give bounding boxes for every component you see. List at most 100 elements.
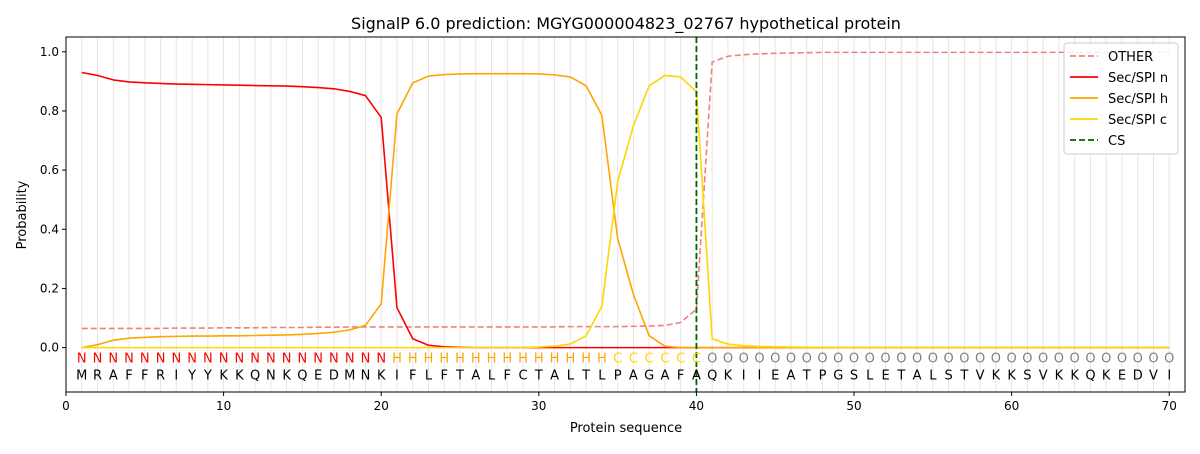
region-label: H bbox=[455, 351, 465, 366]
plot-frame bbox=[65, 36, 1186, 393]
residue-label: P bbox=[614, 369, 622, 384]
residue-label: R bbox=[93, 369, 102, 384]
region-label: O bbox=[739, 351, 749, 366]
region-label: H bbox=[534, 351, 544, 366]
residue-label: S bbox=[944, 369, 952, 384]
residue-label: I bbox=[1167, 369, 1171, 384]
residue-label: L bbox=[598, 369, 606, 384]
region-label: C bbox=[676, 351, 685, 366]
legend: OTHER Sec/SPI n Sec/SPI h Sec/SPI c CS bbox=[1063, 42, 1179, 155]
region-label: H bbox=[518, 351, 528, 366]
region-label: O bbox=[1133, 351, 1143, 366]
region-label: O bbox=[1148, 351, 1158, 366]
region-label: O bbox=[723, 351, 733, 366]
region-label: H bbox=[597, 351, 607, 366]
region-label: O bbox=[786, 351, 796, 366]
region-label: C bbox=[660, 351, 669, 366]
region-label: N bbox=[203, 351, 213, 366]
residue-label: Q bbox=[707, 369, 717, 384]
region-label: N bbox=[313, 351, 323, 366]
x-tick-label: 50 bbox=[846, 399, 861, 413]
residue-label: F bbox=[409, 369, 416, 384]
legend-label: CS bbox=[1108, 134, 1125, 149]
residue-label: V bbox=[1039, 369, 1048, 384]
region-label: O bbox=[817, 351, 827, 366]
region-label: N bbox=[234, 351, 244, 366]
region-label: N bbox=[298, 351, 308, 366]
region-label: O bbox=[928, 351, 938, 366]
region-label: O bbox=[1054, 351, 1064, 366]
residue-label: A bbox=[913, 369, 922, 384]
x-tick-label: 70 bbox=[1162, 399, 1177, 413]
residue-label: E bbox=[881, 369, 889, 384]
region-label: H bbox=[424, 351, 434, 366]
region-label: N bbox=[345, 351, 355, 366]
residue-label: E bbox=[771, 369, 779, 384]
residue-label: T bbox=[455, 369, 464, 384]
residue-label: N bbox=[266, 369, 276, 384]
y-tick-label: 0.0 bbox=[40, 341, 59, 355]
plot-background bbox=[66, 37, 1185, 392]
region-label: O bbox=[959, 351, 969, 366]
sequence-letters: NMNRNANFNFNRNINYNYNKNKNQNNNKNQNENDNMNNNK… bbox=[76, 351, 1174, 383]
region-label: O bbox=[975, 351, 985, 366]
region-label: O bbox=[880, 351, 890, 366]
x-axis: 0 10 20 30 40 50 60 70 bbox=[62, 392, 1177, 413]
residue-label: A bbox=[787, 369, 796, 384]
residue-label: K bbox=[219, 369, 228, 384]
region-label: O bbox=[1022, 351, 1032, 366]
region-label: N bbox=[376, 351, 386, 366]
region-label: H bbox=[550, 351, 560, 366]
residue-label: F bbox=[125, 369, 132, 384]
region-label: N bbox=[171, 351, 181, 366]
region-label: H bbox=[581, 351, 591, 366]
region-label: N bbox=[124, 351, 134, 366]
region-label: O bbox=[896, 351, 906, 366]
residue-label: Q bbox=[1085, 369, 1095, 384]
region-label: N bbox=[250, 351, 260, 366]
residue-label: S bbox=[1023, 369, 1031, 384]
residue-label: T bbox=[581, 369, 590, 384]
region-label: O bbox=[802, 351, 812, 366]
residue-label: I bbox=[174, 369, 178, 384]
region-label: O bbox=[912, 351, 922, 366]
residue-label: S bbox=[850, 369, 858, 384]
y-axis: 0.0 0.2 0.4 0.6 0.8 1.0 bbox=[40, 45, 66, 355]
region-label: C bbox=[629, 351, 638, 366]
region-label: O bbox=[1038, 351, 1048, 366]
region-label: C bbox=[692, 351, 701, 366]
chart-title: SignalP 6.0 prediction: MGYG000004823_02… bbox=[351, 14, 901, 34]
residue-label: D bbox=[1133, 369, 1143, 384]
legend-label: Sec/SPI n bbox=[1108, 71, 1168, 86]
region-label: N bbox=[266, 351, 276, 366]
x-tick-label: 60 bbox=[1004, 399, 1019, 413]
x-tick-label: 20 bbox=[374, 399, 389, 413]
residue-label: A bbox=[471, 369, 480, 384]
region-label: O bbox=[1085, 351, 1095, 366]
residue-label: T bbox=[959, 369, 968, 384]
legend-label: Sec/SPI h bbox=[1108, 92, 1168, 107]
residue-label: T bbox=[534, 369, 543, 384]
residue-label: K bbox=[235, 369, 244, 384]
residue-label: K bbox=[1070, 369, 1079, 384]
residue-label: R bbox=[156, 369, 165, 384]
residue-label: E bbox=[1118, 369, 1126, 384]
region-label: N bbox=[187, 351, 197, 366]
region-label: C bbox=[613, 351, 622, 366]
residue-label: I bbox=[758, 369, 762, 384]
region-label: N bbox=[219, 351, 229, 366]
y-axis-label: Probability bbox=[15, 180, 30, 249]
residue-label: L bbox=[425, 369, 433, 384]
residue-label: A bbox=[692, 369, 701, 384]
residue-label: F bbox=[141, 369, 148, 384]
x-tick-label: 30 bbox=[531, 399, 546, 413]
residue-label: C bbox=[519, 369, 528, 384]
residue-label: Q bbox=[297, 369, 307, 384]
region-label: O bbox=[865, 351, 875, 366]
y-tick-label: 0.6 bbox=[40, 163, 59, 177]
residue-label: Q bbox=[250, 369, 260, 384]
region-label: N bbox=[329, 351, 339, 366]
residue-label: G bbox=[833, 369, 843, 384]
legend-box bbox=[1063, 42, 1179, 155]
